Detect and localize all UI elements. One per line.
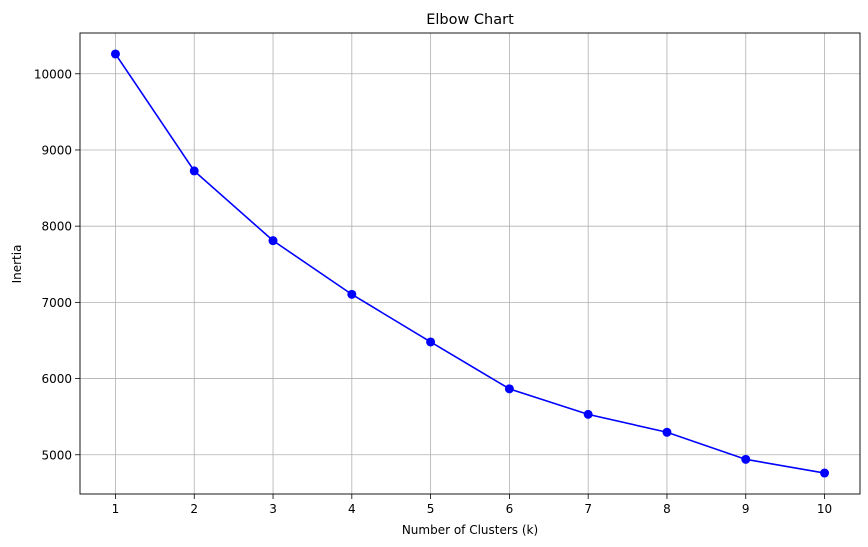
x-tick-label: 4 (348, 502, 356, 516)
y-axis-label: Inertia (10, 245, 24, 284)
chart-title: Elbow Chart (426, 12, 514, 28)
series-line (114, 53, 825, 474)
x-tick-label: 5 (427, 502, 435, 516)
data-point (741, 454, 751, 464)
axes-frame (79, 32, 861, 495)
y-tick-label: 9000 (41, 143, 72, 157)
x-tick-label: 2 (190, 502, 198, 516)
grid-lines (80, 33, 860, 494)
y-tick-label: 5000 (41, 448, 72, 462)
x-tick-label: 1 (112, 502, 120, 516)
y-tick-label: 10000 (34, 67, 72, 81)
x-tick-label: 6 (506, 502, 514, 516)
x-tick-label: 8 (663, 502, 671, 516)
data-point (426, 337, 436, 347)
data-point (504, 384, 514, 394)
x-tick-label: 3 (269, 502, 277, 516)
data-point (189, 166, 199, 176)
y-tick-label: 8000 (41, 220, 72, 234)
x-axis-ticks: 1 2 3 4 5 6 7 8 9 10 (112, 494, 832, 516)
x-axis-label: Number of Clusters (k) (402, 523, 538, 537)
data-point (268, 236, 278, 246)
data-point (662, 427, 672, 437)
data-point (347, 289, 357, 299)
y-tick-label: 6000 (41, 372, 72, 386)
x-tick-label: 10 (817, 502, 832, 516)
y-axis-ticks: 5000 6000 7000 8000 9000 10000 (34, 67, 80, 462)
x-tick-label: 7 (584, 502, 592, 516)
series-inertia (110, 49, 830, 478)
plot-frame (79, 32, 861, 495)
x-tick-label: 9 (742, 502, 750, 516)
data-point (583, 409, 593, 419)
data-point (110, 49, 120, 59)
data-point (820, 468, 830, 478)
y-tick-label: 7000 (41, 296, 72, 310)
